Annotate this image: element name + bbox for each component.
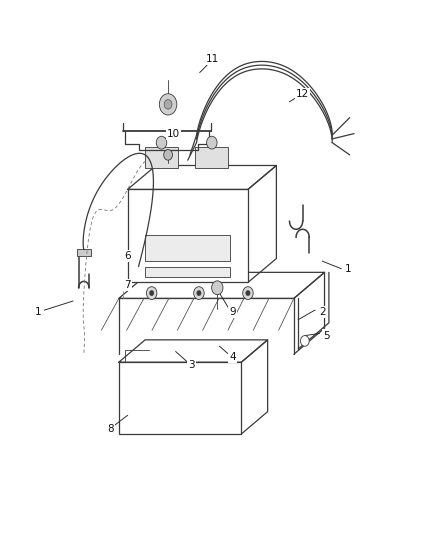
Circle shape xyxy=(300,336,308,346)
Circle shape xyxy=(193,287,204,300)
Text: 9: 9 xyxy=(229,306,235,317)
Circle shape xyxy=(242,287,253,300)
Text: 1: 1 xyxy=(35,306,41,317)
Text: 1: 1 xyxy=(345,264,351,274)
Bar xyxy=(145,266,230,277)
Text: 2: 2 xyxy=(318,306,325,317)
Bar xyxy=(195,147,228,168)
Bar xyxy=(145,147,177,168)
Circle shape xyxy=(156,136,166,149)
Circle shape xyxy=(146,287,156,300)
Text: 8: 8 xyxy=(106,424,113,434)
Text: 10: 10 xyxy=(166,128,180,139)
Text: 5: 5 xyxy=(323,330,329,341)
Circle shape xyxy=(164,100,172,109)
Circle shape xyxy=(159,94,177,115)
Text: 12: 12 xyxy=(295,88,308,99)
Bar xyxy=(145,235,230,261)
Circle shape xyxy=(196,290,201,296)
Bar xyxy=(127,189,247,282)
Circle shape xyxy=(149,290,153,296)
Text: 4: 4 xyxy=(229,352,235,362)
Circle shape xyxy=(211,281,223,295)
Bar xyxy=(77,249,91,256)
Circle shape xyxy=(206,136,217,149)
Bar xyxy=(119,362,241,434)
Text: 7: 7 xyxy=(124,280,131,290)
Circle shape xyxy=(245,290,250,296)
Circle shape xyxy=(163,150,172,160)
Text: 3: 3 xyxy=(187,360,194,370)
Text: 11: 11 xyxy=(206,54,219,64)
Text: 6: 6 xyxy=(124,251,131,261)
